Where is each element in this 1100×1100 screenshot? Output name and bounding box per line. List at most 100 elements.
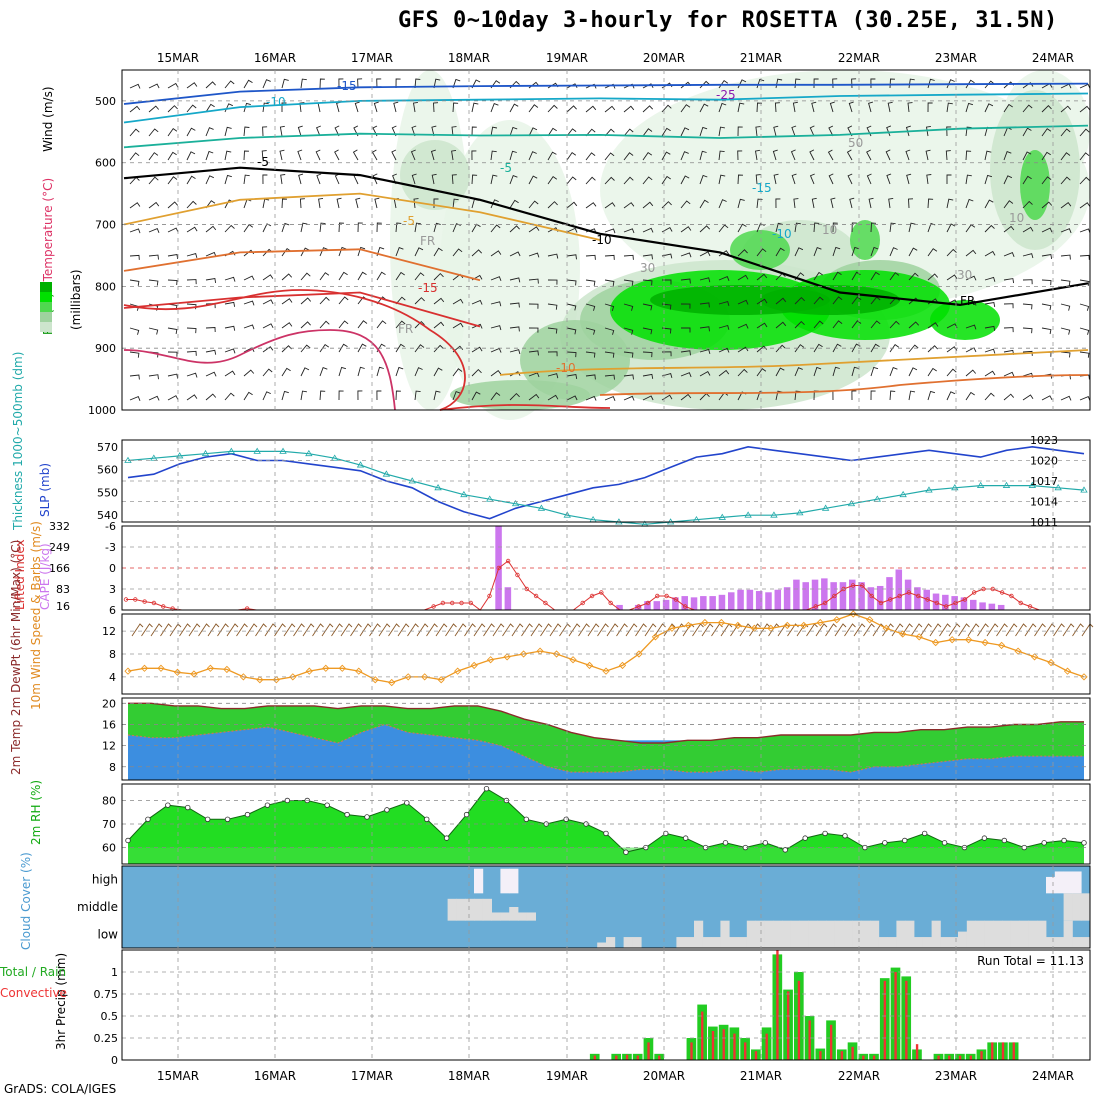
precip-legend-conv: Convective bbox=[0, 986, 67, 1000]
cloud-middle-43 bbox=[500, 912, 510, 921]
wind-point-16 bbox=[388, 678, 396, 687]
rh-legend-4 bbox=[40, 322, 52, 332]
cloud-middle-41 bbox=[482, 898, 492, 921]
li-point-88 bbox=[943, 604, 949, 609]
wind-point-19 bbox=[437, 676, 445, 684]
date-label-bottom-9: 24MAR bbox=[1032, 1069, 1074, 1083]
cape-bar-67 bbox=[746, 589, 754, 610]
slp-ytick-0: 1011 bbox=[1030, 516, 1058, 529]
wind-point-37 bbox=[734, 621, 742, 630]
li-point-97 bbox=[1027, 604, 1033, 609]
date-label-bottom-3: 18MAR bbox=[448, 1069, 490, 1083]
contour-label-4: -15 bbox=[752, 181, 772, 195]
li-point-79 bbox=[860, 583, 865, 588]
rh-legend-swatch bbox=[40, 282, 52, 332]
cloud-high-106 bbox=[1054, 871, 1064, 894]
date-label-top-8: 23MAR bbox=[935, 51, 977, 65]
cape-bar-77 bbox=[839, 582, 847, 610]
rh2m-point-5 bbox=[224, 816, 231, 822]
cloud-cat-2: low bbox=[98, 927, 119, 941]
rh2m-ytick-0: 60 bbox=[102, 842, 116, 855]
cape-ytick-1: 83 bbox=[56, 583, 70, 596]
rh2m-point-10 bbox=[324, 802, 330, 808]
li-point-60 bbox=[683, 604, 688, 609]
thickness-marker-16 bbox=[537, 504, 546, 511]
wind-point-13 bbox=[338, 664, 346, 672]
cloud-low-92 bbox=[931, 920, 941, 948]
contour-label-11: FR bbox=[960, 294, 975, 308]
thickness-marker-10 bbox=[382, 470, 391, 477]
precip-conv-81 bbox=[1001, 1042, 1005, 1060]
li-point-1 bbox=[133, 597, 138, 602]
precip-conv-46 bbox=[625, 1054, 629, 1060]
rh2m-point-17 bbox=[463, 811, 470, 818]
cape-bar-88 bbox=[942, 594, 949, 610]
precip-conv-57 bbox=[744, 1042, 747, 1060]
thickness-marker-37 bbox=[1080, 486, 1088, 493]
wind-point-39 bbox=[767, 624, 775, 632]
wind-point-24 bbox=[519, 650, 528, 658]
cape-bar-72 bbox=[793, 579, 800, 610]
thickness-marker-17 bbox=[563, 511, 571, 518]
li-point-74 bbox=[813, 604, 818, 609]
upper-ytick-4: 900 bbox=[95, 342, 116, 355]
li-point-44 bbox=[533, 593, 539, 599]
cape-ytick-4: 332 bbox=[49, 520, 70, 533]
upper-ytick-2: 700 bbox=[95, 219, 116, 232]
li-point-39 bbox=[487, 593, 492, 599]
precip-frame bbox=[121, 949, 1091, 1061]
date-label-top-6: 21MAR bbox=[740, 51, 782, 65]
slp-ylabel: SLP (mb) bbox=[38, 463, 52, 517]
thickness-ylabel: Thickness 1000~500mb (dm) bbox=[11, 352, 25, 531]
wind-ytick-1: 8 bbox=[109, 648, 116, 661]
precip-conv-52 bbox=[690, 1042, 693, 1060]
li-point-56 bbox=[645, 600, 651, 606]
wind-point-45 bbox=[866, 616, 874, 624]
li-point-76 bbox=[832, 593, 837, 599]
temp-contour-warm bbox=[123, 329, 396, 411]
cloud-low-78 bbox=[808, 920, 818, 948]
cloud-high-40 bbox=[474, 868, 484, 894]
precip-conv-62 bbox=[797, 980, 801, 1060]
cloud-low-75 bbox=[782, 920, 792, 948]
rh2m-point-20 bbox=[523, 816, 530, 822]
rh2m-point-15 bbox=[424, 816, 430, 822]
temp-ytick-1: 12 bbox=[102, 740, 116, 753]
contour-label-1: -10 bbox=[266, 95, 286, 109]
rh2m-point-45 bbox=[1021, 844, 1027, 851]
wind-point-47 bbox=[899, 630, 907, 638]
cloud-low-70 bbox=[738, 937, 748, 948]
cloud-low-85 bbox=[870, 920, 880, 948]
cape-bar-64 bbox=[718, 594, 726, 610]
li-point-75 bbox=[822, 600, 828, 606]
temp-contour-6 bbox=[123, 291, 481, 328]
cape-bar-91 bbox=[970, 599, 977, 610]
wind-point-50 bbox=[948, 636, 956, 644]
rh2m-point-7 bbox=[264, 802, 271, 808]
cape-bar-92 bbox=[979, 602, 986, 610]
cloud-low-57 bbox=[623, 937, 633, 948]
temp-contour-0 bbox=[123, 82, 1089, 105]
precip-conv-63 bbox=[808, 1020, 811, 1060]
precip-conv-43 bbox=[593, 1055, 597, 1060]
date-label-bottom-5: 20MAR bbox=[643, 1069, 685, 1083]
cloud-low-107 bbox=[1063, 920, 1073, 948]
cloud-low-99 bbox=[993, 920, 1003, 948]
grads-credit: GrADS: COLA/IGES bbox=[4, 1082, 117, 1096]
date-label-top-3: 18MAR bbox=[448, 51, 490, 65]
thickness-marker-30 bbox=[899, 490, 907, 498]
li-ytick-3: -3 bbox=[105, 541, 116, 554]
cape-bar-65 bbox=[728, 592, 735, 610]
precip-ytick-1: 0.25 bbox=[94, 1032, 119, 1045]
temp-contour-1 bbox=[123, 92, 1089, 124]
cloud-low-109 bbox=[1081, 937, 1091, 948]
thickness-marker-35 bbox=[1028, 481, 1037, 488]
cape-ylabel: CAPE (J/kg) bbox=[38, 543, 52, 610]
thickness-marker-0 bbox=[124, 456, 132, 463]
cape-bar-94 bbox=[997, 604, 1005, 610]
rh-legend-2 bbox=[40, 302, 52, 312]
precip-conv-53 bbox=[701, 1011, 704, 1060]
cloud-low-103 bbox=[1028, 920, 1038, 948]
cloud-low-83 bbox=[852, 920, 862, 948]
cloud-cat-1: middle bbox=[77, 900, 118, 914]
